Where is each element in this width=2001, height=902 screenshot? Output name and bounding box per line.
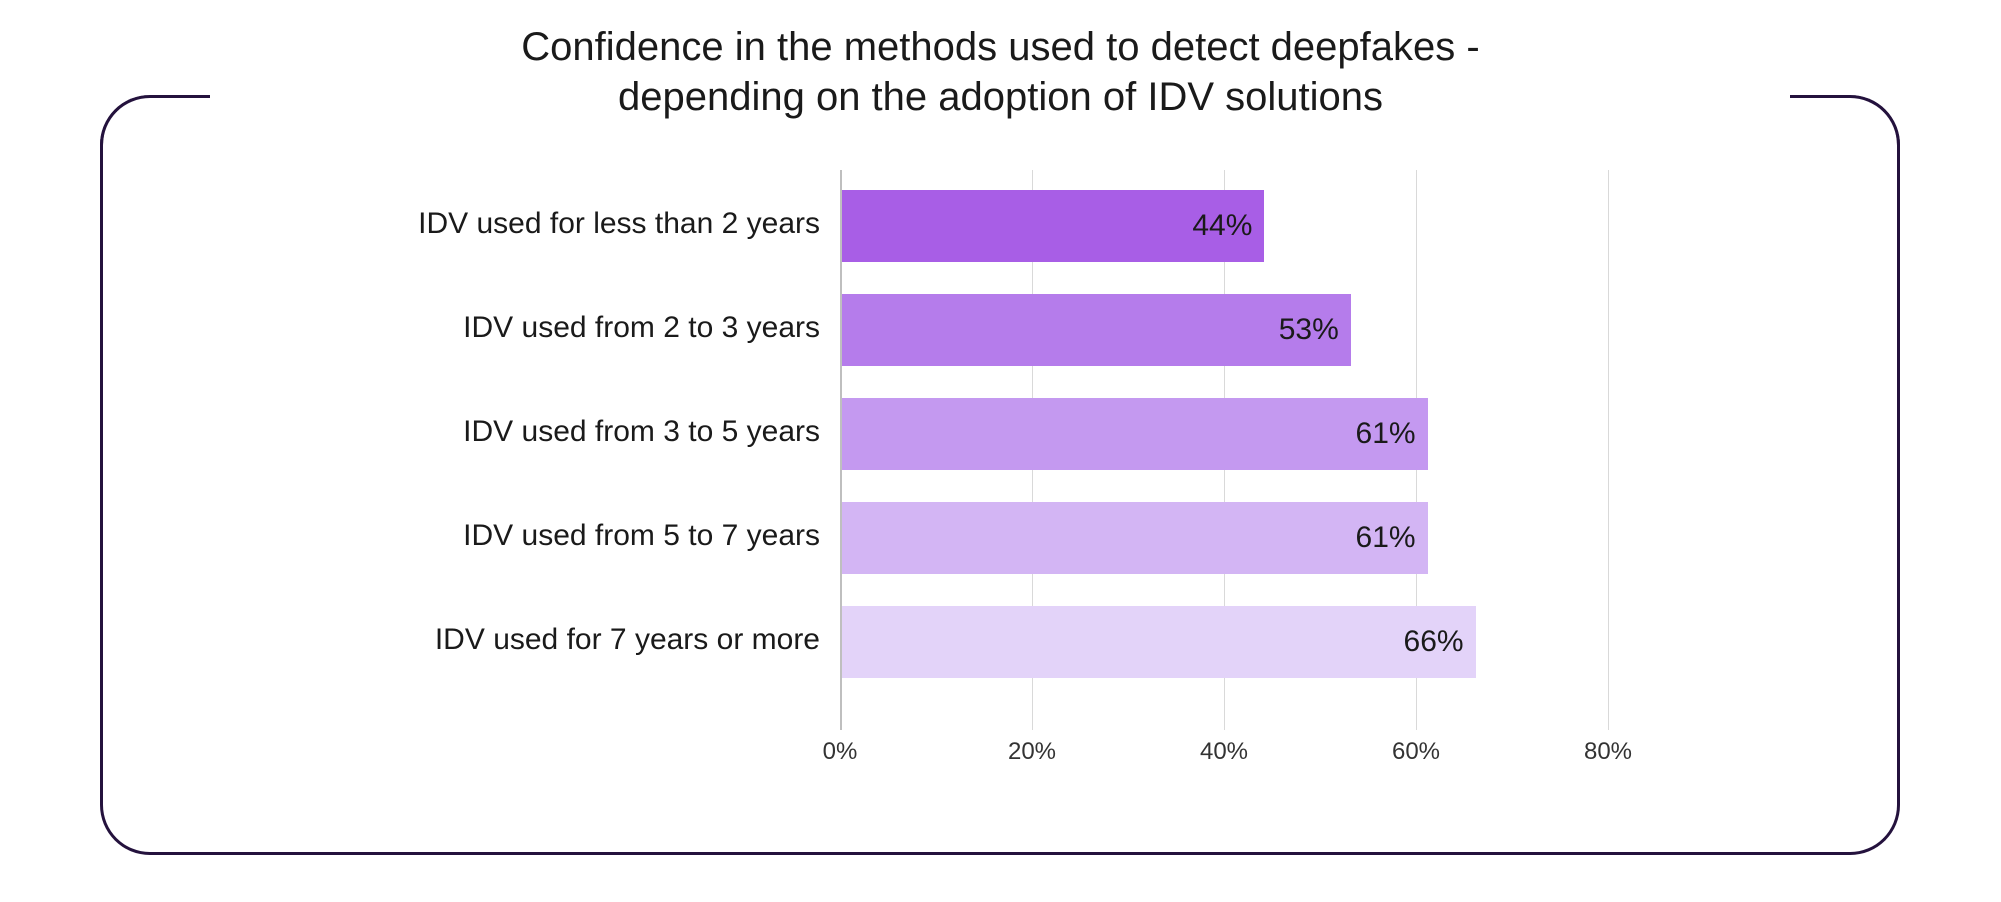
x-tick-label: 0% — [800, 738, 880, 766]
chart-title-line-1: Confidence in the methods used to detect… — [0, 22, 2001, 72]
x-tick-label: 20% — [992, 738, 1072, 766]
value-label: 61% — [1326, 417, 1416, 451]
value-label: 61% — [1326, 521, 1416, 555]
category-label: IDV used from 2 to 3 years — [180, 311, 820, 345]
x-tick-label: 60% — [1376, 738, 1456, 766]
category-label: IDV used from 3 to 5 years — [180, 415, 820, 449]
value-label: 44% — [1162, 209, 1252, 243]
x-tick-label: 80% — [1568, 738, 1648, 766]
category-label: IDV used for less than 2 years — [180, 207, 820, 241]
gridline — [1608, 170, 1609, 730]
chart-area: 0% 20% 40% 60% 80% IDV used for less than 2 y… — [180, 170, 1820, 790]
x-tick-label: 40% — [1184, 738, 1264, 766]
chart-title-line-2: depending on the adoption of IDV solutio… — [0, 72, 2001, 122]
value-label: 53% — [1249, 313, 1339, 347]
category-label: IDV used for 7 years or more — [180, 623, 820, 657]
category-label: IDV used from 5 to 7 years — [180, 519, 820, 553]
value-label: 66% — [1374, 625, 1464, 659]
chart-title: Confidence in the methods used to detect… — [0, 22, 2001, 122]
